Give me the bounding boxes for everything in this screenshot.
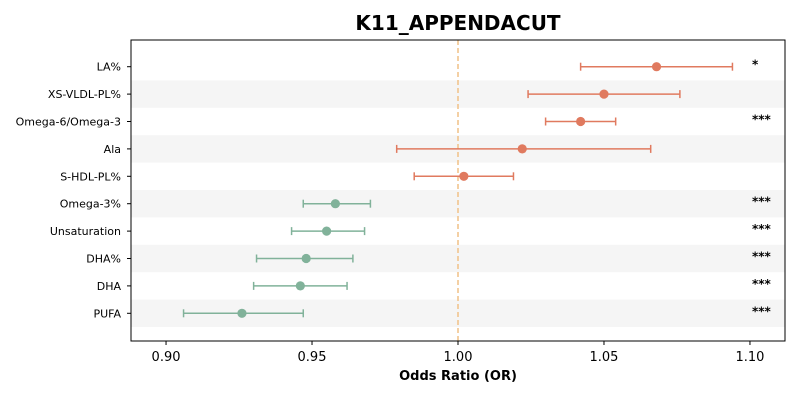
point-estimate	[330, 199, 340, 209]
point-estimate	[301, 253, 311, 264]
point-estimate	[237, 308, 247, 318]
y-tick-label: LA%	[97, 61, 121, 74]
chart-title: K11_APPENDACUT	[355, 11, 561, 35]
y-axis-labels: LA% XS-VLDL-PL% Omega-6/Omega-3 Ala S-HDL-PL…	[16, 61, 131, 320]
x-tick-label: 1.10	[735, 350, 764, 365]
significance-label: ***	[752, 250, 772, 264]
x-axis-label: Odds Ratio (OR)	[399, 369, 517, 384]
point-estimate	[651, 62, 662, 72]
point-estimate	[517, 144, 527, 154]
x-tick-label: 0.90	[152, 350, 181, 365]
y-tick-label: DHA%	[86, 253, 121, 266]
x-axis: 0.90 0.95 1.00 1.05 1.10	[152, 341, 764, 365]
significance-label: ***	[752, 277, 772, 291]
point-estimate	[599, 89, 609, 99]
x-tick-label: 1.05	[590, 350, 619, 365]
y-tick-label: Omega-6/Omega-3	[16, 116, 121, 129]
y-tick-label: Unsaturation	[50, 225, 121, 238]
point-estimate	[576, 116, 586, 127]
significance-label: *	[752, 58, 759, 72]
y-tick-label: DHA	[97, 280, 122, 293]
significance-label: ***	[752, 304, 772, 318]
x-tick-label: 1.00	[444, 350, 473, 365]
significance-label: ***	[752, 113, 772, 127]
significance-label: ***	[752, 195, 772, 209]
y-tick-label: Ala	[104, 143, 121, 156]
significance-labels: *******************	[752, 58, 772, 319]
y-tick-label: S-HDL-PL%	[60, 170, 121, 183]
y-tick-label: PUFA	[93, 307, 121, 320]
series-group	[182, 62, 734, 318]
significance-label: ***	[752, 222, 772, 236]
y-tick-label: Omega-3%	[60, 198, 121, 211]
point-estimate	[295, 281, 305, 291]
point-estimate	[322, 226, 332, 236]
x-tick-label: 0.95	[298, 350, 327, 365]
y-tick-label: XS-VLDL-PL%	[48, 88, 121, 101]
point-estimate	[459, 171, 469, 181]
